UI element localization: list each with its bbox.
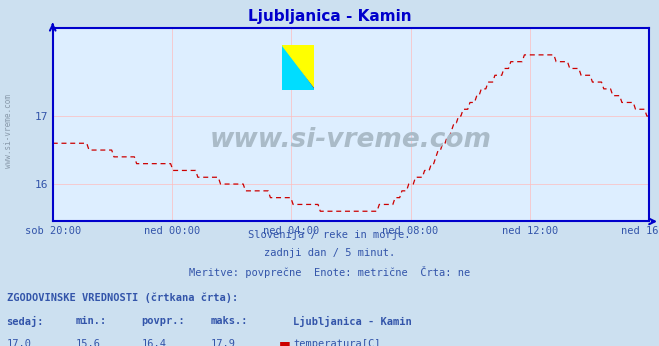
Text: povpr.:: povpr.: (142, 316, 185, 326)
Text: 15,6: 15,6 (76, 339, 101, 346)
Polygon shape (282, 45, 314, 88)
Text: sedaj:: sedaj: (7, 316, 44, 327)
Text: Slovenija / reke in morje.: Slovenija / reke in morje. (248, 230, 411, 240)
Text: 17,0: 17,0 (7, 339, 32, 346)
Text: temperatura[C]: temperatura[C] (293, 339, 381, 346)
Text: 16,4: 16,4 (142, 339, 167, 346)
Text: min.:: min.: (76, 316, 107, 326)
Text: www.si-vreme.com: www.si-vreme.com (210, 127, 492, 153)
Text: 17,9: 17,9 (211, 339, 236, 346)
Text: zadnji dan / 5 minut.: zadnji dan / 5 minut. (264, 248, 395, 258)
Text: Ljubljanica - Kamin: Ljubljanica - Kamin (248, 9, 411, 24)
Text: ■: ■ (279, 339, 291, 346)
Polygon shape (282, 45, 314, 90)
Text: Meritve: povprečne  Enote: metrične  Črta: ne: Meritve: povprečne Enote: metrične Črta:… (189, 266, 470, 278)
Text: www.si-vreme.com: www.si-vreme.com (4, 94, 13, 169)
Text: ZGODOVINSKE VREDNOSTI (črtkana črta):: ZGODOVINSKE VREDNOSTI (črtkana črta): (7, 292, 238, 303)
Text: maks.:: maks.: (211, 316, 248, 326)
Text: Ljubljanica - Kamin: Ljubljanica - Kamin (293, 316, 412, 327)
